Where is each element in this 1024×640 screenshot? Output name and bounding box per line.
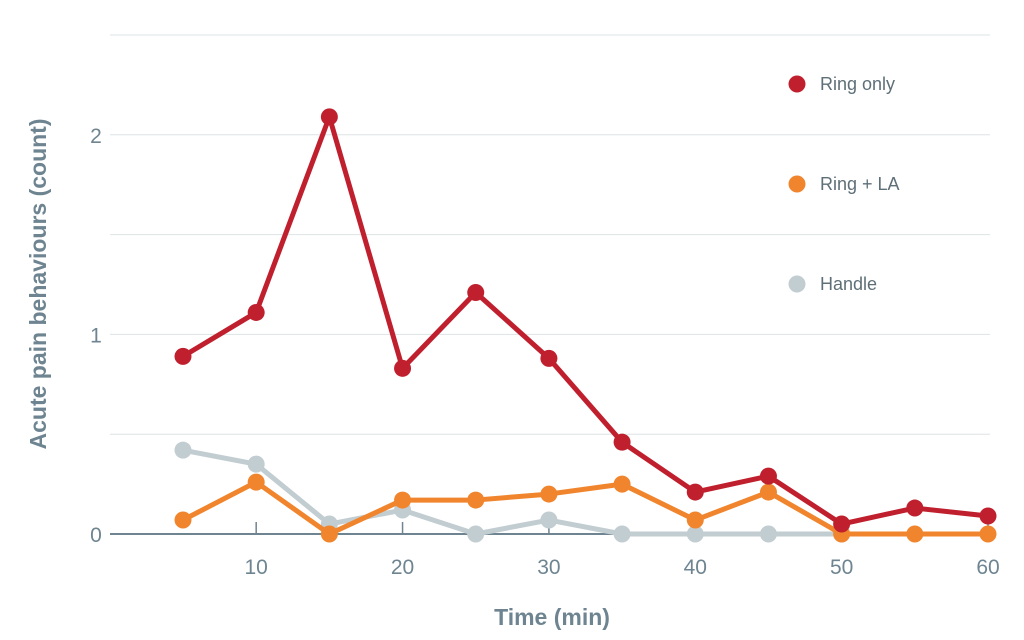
series-ring-la xyxy=(174,473,997,543)
data-point xyxy=(686,525,704,543)
data-point xyxy=(833,515,851,533)
data-point xyxy=(686,511,704,529)
legend-label: Ring + LA xyxy=(820,174,900,194)
data-point xyxy=(320,108,338,126)
legend-marker xyxy=(788,175,806,193)
data-point xyxy=(467,283,485,301)
series-line-ring-la xyxy=(181,479,988,537)
series-handle xyxy=(174,441,851,543)
data-point xyxy=(247,455,265,473)
x-tick-label: 60 xyxy=(976,556,999,579)
data-point xyxy=(613,433,631,451)
data-point xyxy=(247,473,265,491)
data-point xyxy=(613,475,631,493)
x-tick-label: 40 xyxy=(684,556,707,579)
data-point xyxy=(467,525,485,543)
data-point xyxy=(759,467,777,485)
series-line-ring-only xyxy=(181,114,989,527)
data-point xyxy=(540,349,558,367)
data-point xyxy=(320,525,338,543)
data-point xyxy=(467,491,485,509)
x-tick-label: 10 xyxy=(245,556,268,579)
data-point xyxy=(613,525,631,543)
data-point xyxy=(174,441,192,459)
legend-label: Ring only xyxy=(820,74,895,94)
data-point xyxy=(979,507,997,525)
data-point xyxy=(906,525,924,543)
legend-item-handle: Handle xyxy=(788,274,877,294)
data-point xyxy=(394,491,412,509)
data-point xyxy=(686,483,704,501)
legend-item-ring-la: Ring + LA xyxy=(788,174,900,194)
y-axis-title: Acute pain behaviours (count) xyxy=(25,119,51,450)
y-tick-label: 2 xyxy=(90,125,102,148)
data-point xyxy=(394,359,412,377)
data-point xyxy=(540,485,558,503)
data-point xyxy=(247,303,265,321)
x-axis-title: Time (min) xyxy=(494,604,610,630)
y-axis: 0 1 2 xyxy=(90,125,102,547)
y-tick-label: 0 xyxy=(90,524,102,547)
x-tick-label: 50 xyxy=(830,556,853,579)
gridlines xyxy=(110,34,990,435)
x-tick-label: 30 xyxy=(537,556,560,579)
series-layer xyxy=(174,108,997,543)
x-axis: 10 20 30 40 50 60 xyxy=(110,522,1000,579)
data-point xyxy=(979,525,997,543)
series-line-handle xyxy=(182,447,842,537)
data-point xyxy=(906,499,924,517)
data-point xyxy=(759,483,777,501)
y-tick-label: 1 xyxy=(90,324,102,347)
data-point xyxy=(174,511,192,529)
legend: Ring only Ring + LA Handle xyxy=(788,74,900,294)
legend-marker xyxy=(788,275,806,293)
series-ring-only xyxy=(174,108,997,533)
x-tick-label: 20 xyxy=(391,556,414,579)
data-point xyxy=(759,525,777,543)
legend-marker xyxy=(788,75,806,93)
data-point xyxy=(174,347,192,365)
data-point xyxy=(540,511,558,529)
legend-label: Handle xyxy=(820,274,877,294)
legend-item-ring-only: Ring only xyxy=(788,74,895,94)
